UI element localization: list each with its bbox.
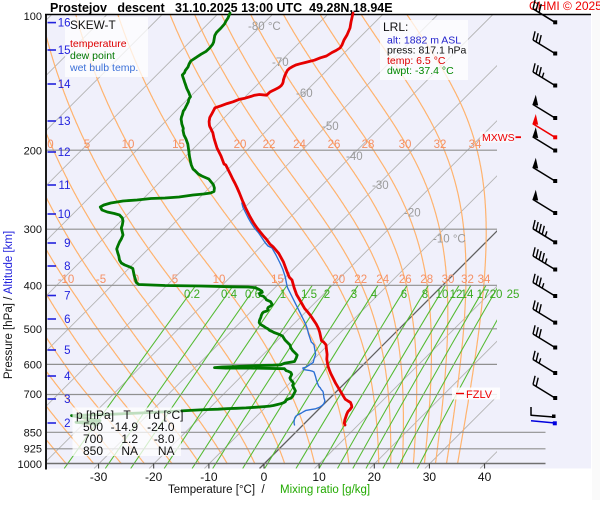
svg-text:-50: -50	[322, 121, 339, 133]
svg-text:34: 34	[469, 139, 482, 151]
svg-text:-10: -10	[200, 470, 218, 484]
svg-text:-40: -40	[346, 151, 363, 163]
svg-text:9: 9	[64, 238, 70, 250]
svg-text:5: 5	[84, 139, 90, 151]
svg-text:13: 13	[58, 116, 71, 128]
svg-text:30: 30	[399, 139, 412, 151]
svg-text:-10: -10	[58, 274, 75, 286]
svg-text:600: 600	[24, 360, 42, 372]
svg-text:Temperature [°C] /: Temperature [°C] /	[168, 484, 265, 496]
svg-text:14: 14	[461, 289, 474, 301]
svg-text:30: 30	[423, 470, 437, 484]
svg-text:20: 20	[490, 289, 503, 301]
svg-text:10: 10	[213, 274, 226, 286]
svg-text:1: 1	[280, 289, 286, 301]
svg-text:-10 °C: -10 °C	[433, 234, 466, 246]
svg-text:6: 6	[401, 289, 407, 301]
svg-text:25: 25	[507, 289, 520, 301]
svg-text:NA: NA	[158, 444, 175, 458]
svg-text:850: 850	[24, 428, 42, 440]
svg-text:4: 4	[64, 371, 71, 383]
svg-text:-60: -60	[296, 88, 313, 100]
svg-text:16: 16	[58, 18, 71, 30]
svg-text:2: 2	[64, 418, 70, 430]
svg-text:1000: 1000	[18, 459, 42, 471]
svg-text:24: 24	[376, 274, 389, 286]
svg-text:dew point: dew point	[70, 50, 115, 62]
svg-text:850: 850	[83, 444, 103, 458]
svg-text:-20: -20	[404, 208, 421, 220]
svg-text:Prostejov descent 31.10.20: Prostejov descent 31.10.2025 13:00 UTC 4…	[50, 1, 393, 15]
svg-text:24: 24	[293, 139, 306, 151]
svg-text:17: 17	[477, 289, 490, 301]
svg-text:15: 15	[58, 45, 71, 57]
svg-text:300: 300	[24, 224, 42, 236]
svg-text:500: 500	[24, 324, 42, 336]
svg-text:3: 3	[351, 289, 357, 301]
svg-text:6: 6	[64, 314, 70, 326]
svg-text:22: 22	[263, 139, 276, 151]
svg-text:3: 3	[64, 394, 70, 406]
svg-text:LRL:: LRL:	[383, 20, 408, 34]
svg-text:22: 22	[354, 274, 367, 286]
svg-text:0: 0	[261, 470, 268, 484]
svg-text:14: 14	[58, 79, 71, 91]
svg-text:32: 32	[434, 139, 447, 151]
svg-text:8: 8	[422, 289, 428, 301]
svg-text:7: 7	[64, 291, 70, 303]
svg-text:34: 34	[478, 274, 491, 286]
svg-text:-20: -20	[145, 470, 163, 484]
svg-text:26: 26	[399, 274, 412, 286]
svg-text:10: 10	[122, 139, 135, 151]
svg-text:8: 8	[64, 261, 70, 273]
svg-text:5: 5	[172, 274, 178, 286]
svg-text:temperature: temperature	[70, 38, 127, 50]
svg-text:32: 32	[461, 274, 474, 286]
svg-text:15: 15	[172, 139, 185, 151]
svg-text:wet bulb temp.: wet bulb temp.	[69, 62, 138, 74]
svg-text:28: 28	[362, 139, 375, 151]
svg-text:-70: -70	[272, 57, 289, 69]
svg-text:5: 5	[64, 345, 70, 357]
svg-text:10: 10	[58, 209, 71, 221]
svg-text:0.4: 0.4	[221, 289, 238, 301]
svg-text:Mixing ratio [g/kg]: Mixing ratio [g/kg]	[280, 484, 370, 496]
svg-text:200: 200	[24, 146, 42, 158]
svg-text:FZLV: FZLV	[466, 389, 493, 401]
svg-text:400: 400	[24, 281, 42, 293]
svg-text:700: 700	[24, 389, 42, 401]
svg-text:-30: -30	[372, 180, 389, 192]
svg-text:2: 2	[324, 289, 330, 301]
svg-text:30: 30	[442, 274, 455, 286]
svg-text:20: 20	[368, 470, 382, 484]
svg-text:10: 10	[436, 289, 449, 301]
svg-text:MXWS: MXWS	[482, 132, 515, 144]
svg-text:20: 20	[332, 274, 345, 286]
svg-text:Pressure [hPa] / Altitude [km]: Pressure [hPa] / Altitude [km]	[3, 231, 15, 379]
svg-text:NA: NA	[121, 444, 138, 458]
svg-text:20: 20	[234, 139, 247, 151]
svg-text:dwpt: -37.4 °C: dwpt: -37.4 °C	[387, 65, 454, 77]
svg-text:-80 °C: -80 °C	[248, 21, 281, 33]
svg-text:26: 26	[328, 139, 341, 151]
svg-text:11: 11	[59, 180, 71, 192]
svg-text:SKEW-T: SKEW-T	[70, 18, 116, 32]
svg-text:10: 10	[312, 470, 326, 484]
svg-text:100: 100	[24, 11, 42, 23]
svg-text:28: 28	[420, 274, 433, 286]
svg-text:-5: -5	[96, 274, 106, 286]
svg-text:15: 15	[271, 274, 284, 286]
svg-text:-30: -30	[90, 470, 108, 484]
svg-text:1.5: 1.5	[301, 289, 317, 301]
svg-text:40: 40	[478, 470, 492, 484]
svg-text:925: 925	[24, 444, 42, 456]
svg-text:0.2: 0.2	[184, 289, 200, 301]
svg-text:12: 12	[58, 147, 71, 159]
svg-text:4: 4	[371, 289, 378, 301]
svg-text:0: 0	[47, 139, 53, 151]
